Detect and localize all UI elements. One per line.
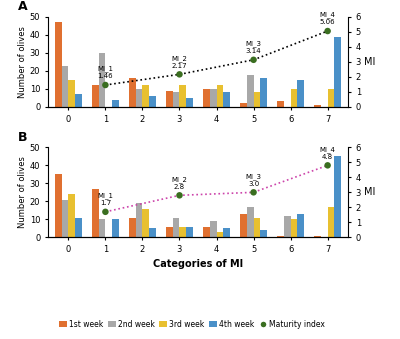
Bar: [284, 216, 290, 237]
Bar: [290, 219, 297, 237]
Text: MI_4
4.8: MI_4 4.8: [320, 146, 336, 160]
Bar: [62, 65, 68, 107]
Bar: [173, 93, 180, 107]
Point: [176, 72, 183, 77]
Bar: [129, 218, 136, 237]
Bar: [203, 89, 210, 107]
Bar: [62, 200, 68, 237]
Text: MI_3
3.0: MI_3 3.0: [246, 173, 262, 187]
Bar: [149, 96, 156, 107]
Bar: [277, 101, 284, 107]
Bar: [210, 89, 216, 107]
X-axis label: Categories of MI: Categories of MI: [153, 259, 243, 270]
Bar: [240, 103, 247, 107]
Point: [250, 190, 257, 195]
Y-axis label: MI: MI: [364, 187, 375, 197]
Bar: [254, 93, 260, 107]
Y-axis label: Number of olives: Number of olives: [18, 26, 27, 98]
Bar: [216, 232, 223, 237]
Bar: [314, 236, 321, 237]
Bar: [203, 226, 210, 237]
Bar: [186, 98, 193, 107]
Bar: [112, 100, 119, 107]
Y-axis label: MI: MI: [364, 57, 375, 67]
Bar: [142, 208, 149, 237]
Bar: [297, 214, 304, 237]
Point: [324, 28, 331, 34]
Bar: [173, 218, 180, 237]
Bar: [136, 89, 142, 107]
Bar: [55, 174, 62, 237]
Bar: [247, 207, 254, 237]
Bar: [142, 85, 149, 107]
Bar: [223, 93, 230, 107]
Bar: [334, 37, 341, 107]
Text: A: A: [18, 0, 28, 13]
Bar: [277, 236, 284, 237]
Point: [176, 193, 183, 198]
Bar: [260, 78, 267, 107]
Bar: [68, 80, 75, 107]
Bar: [68, 194, 75, 237]
Text: MI_3
3.14: MI_3 3.14: [246, 40, 262, 54]
Bar: [216, 85, 223, 107]
Bar: [129, 78, 136, 107]
Bar: [55, 22, 62, 107]
Bar: [186, 226, 193, 237]
Bar: [180, 85, 186, 107]
Bar: [297, 80, 304, 107]
Y-axis label: Number of olives: Number of olives: [18, 156, 27, 228]
Bar: [210, 221, 216, 237]
Bar: [99, 53, 106, 107]
Bar: [112, 219, 119, 237]
Bar: [260, 230, 267, 237]
Bar: [92, 85, 99, 107]
Bar: [240, 214, 247, 237]
Text: MI_1
1.46: MI_1 1.46: [98, 65, 114, 79]
Bar: [149, 228, 156, 237]
Bar: [314, 105, 321, 107]
Text: MI_2
2.17: MI_2 2.17: [172, 55, 188, 69]
Bar: [328, 207, 334, 237]
Point: [250, 57, 257, 62]
Text: MI_1
1.7: MI_1 1.7: [98, 192, 114, 206]
Point: [102, 209, 109, 215]
Bar: [75, 94, 82, 107]
Bar: [99, 219, 106, 237]
Point: [324, 163, 331, 168]
Text: B: B: [18, 131, 28, 144]
Bar: [254, 218, 260, 237]
Bar: [166, 91, 173, 107]
Bar: [334, 156, 341, 237]
Bar: [166, 226, 173, 237]
Text: MI_4
5.06: MI_4 5.06: [320, 12, 336, 25]
Bar: [92, 189, 99, 237]
Bar: [328, 89, 334, 107]
Bar: [136, 203, 142, 237]
Bar: [290, 89, 297, 107]
Text: MI_2
2.8: MI_2 2.8: [172, 176, 188, 190]
Legend: 1st week, 2nd week, 3rd week, 4th week, Maturity index: 1st week, 2nd week, 3rd week, 4th week, …: [56, 317, 328, 332]
Bar: [180, 226, 186, 237]
Bar: [247, 75, 254, 107]
Bar: [223, 228, 230, 237]
Point: [102, 82, 109, 88]
Bar: [75, 218, 82, 237]
